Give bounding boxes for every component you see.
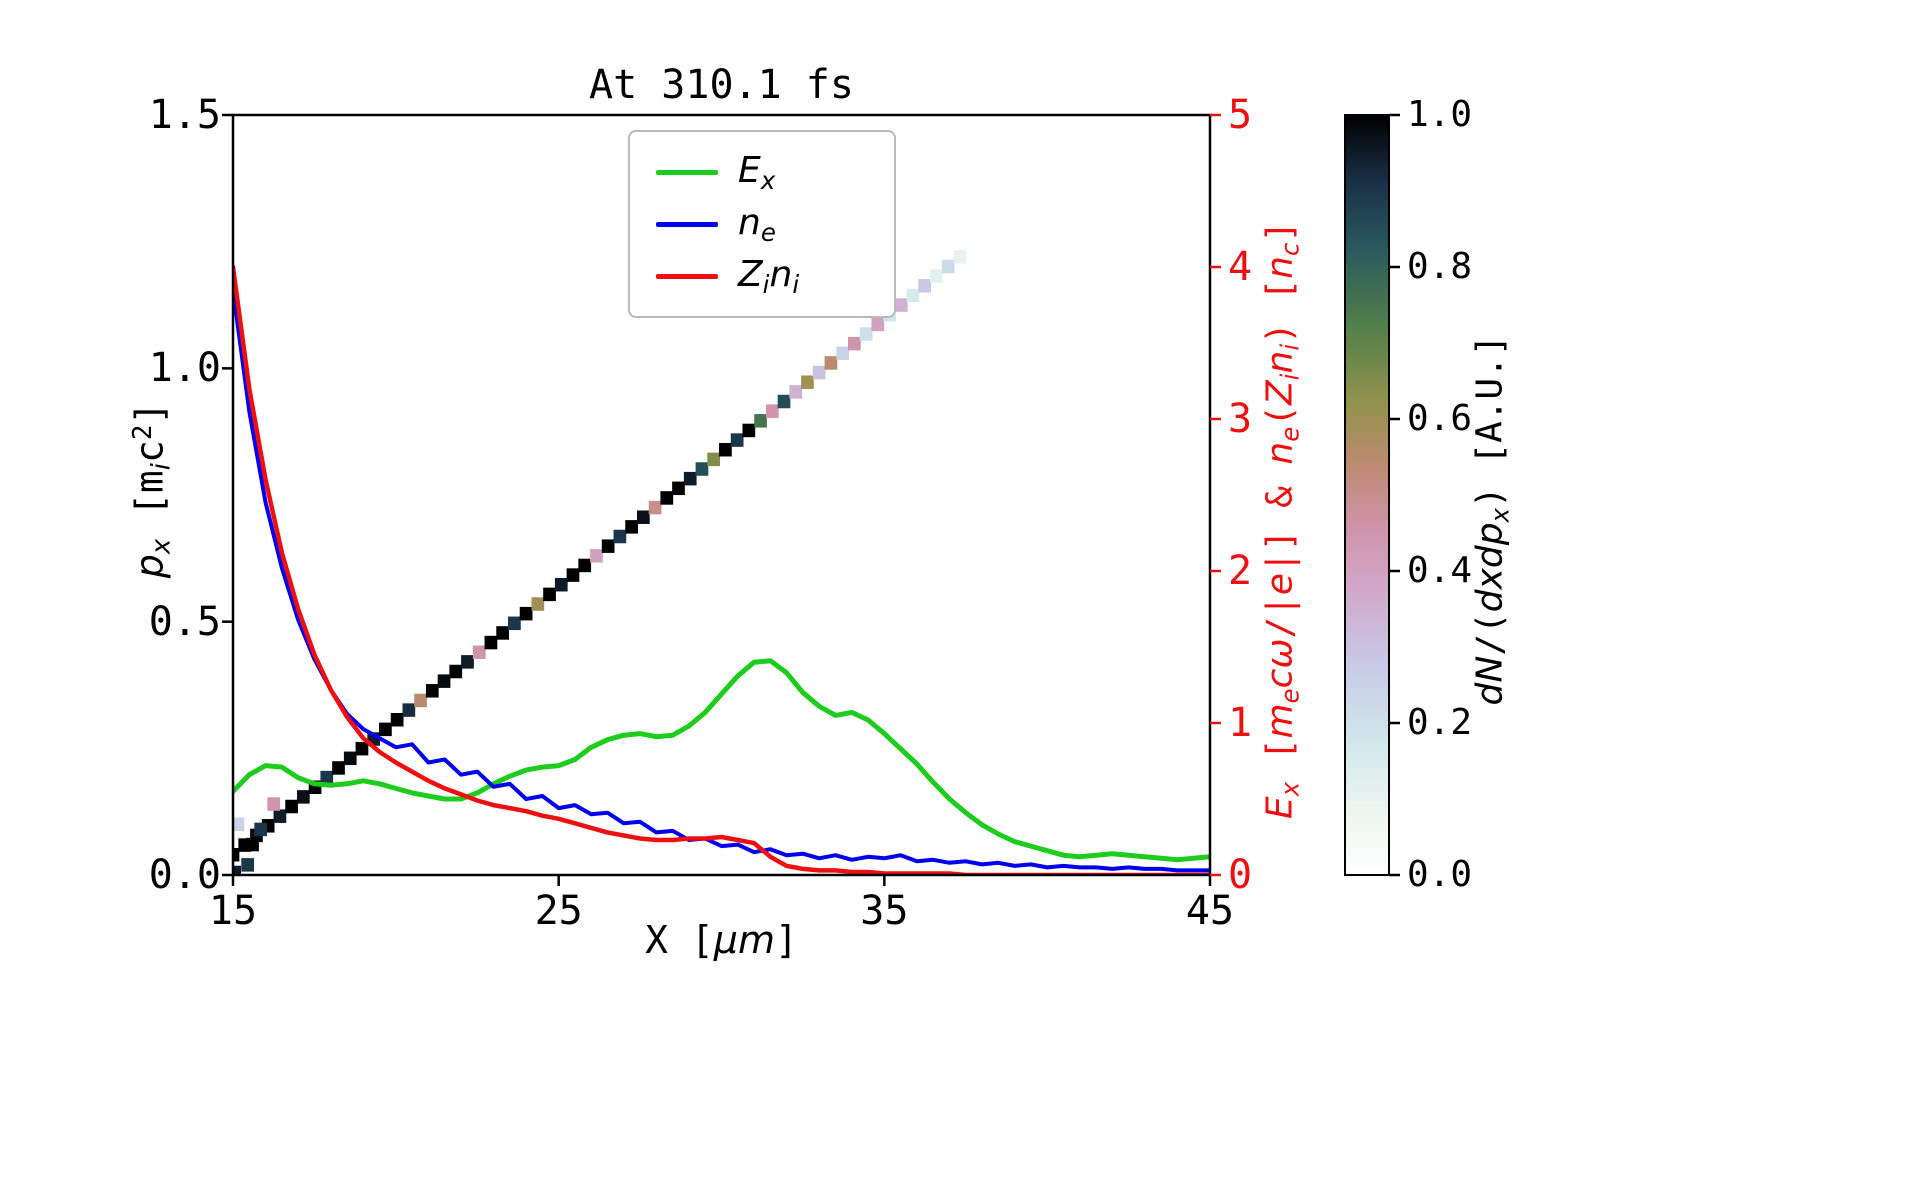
label-segment: [	[1259, 738, 1301, 782]
label-segment: Z	[1259, 380, 1301, 405]
legend-line-swatch	[656, 273, 718, 279]
legend-item: Ex	[656, 146, 868, 198]
label-segment: i	[792, 269, 800, 299]
x-tick-label: 45	[1185, 888, 1235, 934]
x-axis-label: X [μm]	[233, 918, 1210, 962]
label-segment: X [	[645, 918, 714, 962]
label-segment: n	[769, 253, 793, 295]
label-segment: E	[1259, 796, 1301, 820]
y-axis-label-right: Ex [mecω/|e|] & ne(Zini) [nc]	[1260, 221, 1305, 819]
y-tick-label-left: 1.0	[148, 345, 221, 392]
legend-box: Ex ne Zini	[628, 130, 896, 318]
label-segment: /(	[1469, 612, 1511, 656]
label-segment: n	[738, 201, 761, 243]
label-segment: [m	[127, 470, 172, 539]
legend-line-swatch	[656, 221, 718, 227]
label-segment: 2	[127, 424, 158, 441]
y-tick-label-right: 2	[1228, 548, 1253, 594]
colorbar-tick-label: 0.8	[1407, 246, 1473, 287]
label-segment: n	[1259, 350, 1301, 374]
label-segment: x	[760, 165, 776, 195]
colorbar-label: dN/(dxdpx) [A.U.]	[1470, 335, 1515, 706]
label-segment: m	[1259, 703, 1301, 739]
legend-label: Zini	[738, 254, 799, 299]
plot-title: At 310.1 fs	[589, 62, 854, 108]
label-segment: e	[1259, 572, 1301, 596]
legend-item: ne	[656, 198, 868, 250]
colorbar-tick-label: 0.4	[1407, 550, 1473, 591]
y-tick-label-right: 3	[1228, 396, 1253, 442]
label-segment: p	[127, 554, 172, 579]
label-segment: n	[1259, 256, 1301, 279]
label-segment: n	[1259, 441, 1301, 465]
label-segment: e	[1275, 688, 1305, 704]
y-tick-label-right: 4	[1228, 244, 1253, 290]
label-segment: c	[127, 440, 172, 464]
label-segment: ]	[774, 918, 798, 962]
label-segment: i	[1275, 343, 1305, 351]
label-segment: ]	[1259, 220, 1301, 243]
colorbar-tick-label: 0.2	[1407, 702, 1473, 743]
label-segment: Z	[738, 253, 763, 295]
label-segment: x	[146, 538, 177, 555]
label-segment: E	[738, 149, 761, 191]
label-segment: e	[760, 217, 776, 247]
legend-label: ne	[738, 202, 776, 247]
label-segment: cω	[1259, 638, 1301, 689]
x-tick-label: 25	[534, 888, 583, 934]
label-segment: i	[1275, 373, 1305, 381]
colorbar-tick-label: 0.0	[1407, 854, 1473, 895]
label-segment: (	[1259, 404, 1301, 427]
label-segment: ]	[127, 401, 172, 425]
y-tick-label-left: 1.5	[148, 92, 221, 138]
label-segment: dxdp	[1469, 522, 1511, 613]
legend-line-swatch	[656, 169, 718, 175]
legend-item: Zini	[656, 250, 868, 302]
y-tick-label-right: 5	[1228, 92, 1253, 138]
legend-label: Ex	[738, 150, 775, 195]
label-segment: i	[146, 463, 177, 471]
label-segment: i	[762, 269, 770, 299]
label-segment: ) [	[1259, 278, 1301, 344]
y-tick-label-left: 0.5	[148, 598, 221, 645]
colorbar-tick-label: 0.6	[1407, 398, 1473, 439]
label-segment: c	[1275, 242, 1305, 256]
label-segment: /|	[1259, 595, 1301, 639]
label-segment: dN	[1469, 655, 1511, 706]
label-segment: ) [A.U.]	[1469, 334, 1511, 508]
x-tick-label: 15	[208, 888, 258, 934]
y-tick-label-left: 0.0	[148, 852, 221, 898]
y-tick-label-right: 0	[1228, 852, 1253, 898]
colorbar-tick-label: 1.0	[1407, 94, 1473, 135]
label-segment: x	[1275, 781, 1305, 797]
label-segment: e	[1275, 426, 1305, 442]
y-tick-label-right: 1	[1228, 700, 1253, 746]
label-segment: μm	[713, 918, 775, 962]
x-tick-label: 35	[860, 888, 909, 934]
label-segment: |] &	[1259, 464, 1301, 573]
y-axis-label-left: px [mic2]	[127, 402, 176, 579]
label-segment: x	[1485, 507, 1515, 523]
